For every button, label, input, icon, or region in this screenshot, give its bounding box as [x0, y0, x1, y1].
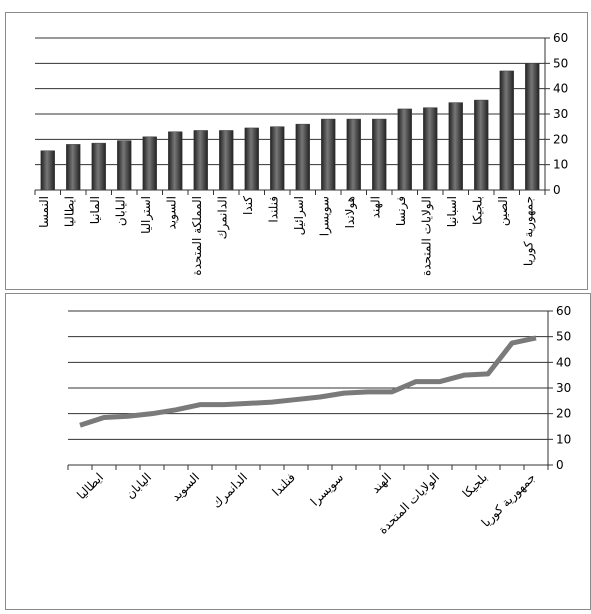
- x-tick-label: فنلندا: [269, 470, 298, 499]
- y-tick-label: 10: [556, 432, 571, 446]
- x-tick-label: هولاندا: [343, 196, 358, 228]
- x-tick-label: الدانمرك: [215, 196, 230, 239]
- x-tick-label: الصين: [496, 196, 511, 226]
- y-tick-label: 50: [553, 56, 568, 70]
- bar: [117, 140, 132, 191]
- y-tick-label: 40: [556, 355, 571, 369]
- bar: [372, 118, 387, 191]
- y-tick-label: 30: [553, 107, 568, 121]
- bar: [91, 142, 106, 191]
- bar: [40, 150, 55, 191]
- y-tick-label: 10: [553, 158, 568, 172]
- bar: [423, 107, 438, 191]
- x-tick-label: ايطاليا: [74, 470, 106, 502]
- x-tick-label: اليابان: [113, 196, 127, 226]
- bar: [525, 63, 540, 191]
- x-tick-label: بلجيكا: [470, 196, 484, 225]
- chart-frame: [5, 293, 591, 610]
- bar: [499, 70, 514, 191]
- bar: [346, 118, 361, 191]
- y-tick-label: 0: [553, 183, 561, 197]
- bar: [168, 131, 183, 191]
- y-tick-label: 60: [556, 304, 571, 318]
- x-tick-label: النمسا: [37, 196, 51, 228]
- chart-frame: [5, 12, 588, 290]
- y-tick-label: 20: [556, 407, 571, 421]
- x-tick-label: ايطاليا: [62, 196, 76, 227]
- x-tick-label: بلجيكا: [460, 470, 490, 500]
- x-tick-label: السويد: [164, 196, 179, 230]
- x-tick-label: الدانمرك: [210, 470, 251, 511]
- x-tick-label: استراليا: [139, 196, 154, 234]
- bar: [219, 130, 234, 191]
- x-tick-label: سويسرا: [308, 470, 347, 509]
- y-tick-label: 20: [553, 132, 568, 146]
- x-tick-label: فرنسا: [394, 196, 409, 226]
- bar: [142, 136, 157, 191]
- y-tick-label: 0: [556, 458, 564, 472]
- bar: [321, 118, 336, 191]
- x-tick-label: المانيا: [88, 196, 102, 224]
- x-tick-label: سويسرا: [317, 196, 332, 236]
- bar: [244, 127, 259, 191]
- x-tick-label: الهند: [368, 470, 394, 496]
- x-tick-label: السويد: [169, 470, 203, 504]
- bar: [270, 126, 285, 191]
- bar: [295, 123, 310, 191]
- bar: [66, 144, 81, 191]
- bar: [474, 99, 489, 191]
- x-tick-label: الولايات المتحدة: [419, 196, 434, 276]
- x-tick-label: فنلندا: [266, 196, 280, 223]
- y-tick-label: 50: [556, 330, 571, 344]
- line-series: [79, 335, 537, 428]
- bar: [448, 102, 463, 191]
- bar: [397, 108, 412, 191]
- x-tick-label: اليابان: [123, 470, 154, 501]
- y-tick-label: 30: [556, 381, 571, 395]
- x-tick-label: جمهورية كوريا: [521, 196, 536, 266]
- y-tick-label: 40: [553, 82, 568, 96]
- x-tick-label: الهند: [368, 196, 382, 218]
- bar: [193, 130, 208, 191]
- x-tick-label: اسرائيل: [292, 196, 307, 235]
- x-tick-label: المملكة المتحدة: [190, 196, 204, 276]
- x-tick-label: كندا: [241, 196, 255, 215]
- y-tick-label: 60: [553, 31, 568, 45]
- x-tick-label: اسبانيا: [445, 196, 459, 227]
